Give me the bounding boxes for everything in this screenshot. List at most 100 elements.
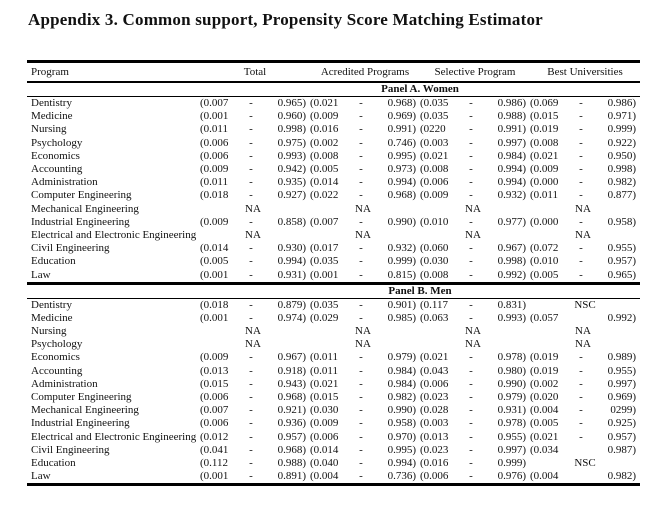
empty-cell: [587, 229, 640, 242]
interval-lower: (0.009: [310, 110, 339, 123]
interval-upper: 0.979): [387, 351, 417, 364]
interval-upper: 0.986): [607, 97, 637, 110]
interval-lower: (0.006: [200, 149, 229, 162]
interval-upper: 0.969): [607, 391, 637, 404]
interval-dash: -: [469, 149, 473, 162]
interval-lower: (0.060: [420, 242, 449, 255]
interval-upper: 0.975): [277, 136, 306, 149]
interval-lower: (0.028: [420, 404, 449, 417]
interval-upper: 0.997): [497, 443, 527, 456]
empty-cell: [420, 325, 465, 338]
interval-dash: -: [249, 430, 253, 443]
interval-upper: 0.965): [587, 268, 641, 285]
interval-dash: -: [469, 123, 473, 136]
interval-lower: (0.015: [200, 377, 229, 390]
empty-cell: [477, 325, 530, 338]
empty-cell: [310, 325, 355, 338]
interval-dash: -: [579, 123, 583, 136]
interval-dash: -: [469, 404, 473, 417]
na-value: NA: [245, 325, 261, 338]
interval-upper: 0.988): [277, 456, 306, 469]
interval-lower: (0.001: [200, 470, 245, 487]
interval-upper: 0299): [610, 404, 637, 417]
interval-upper: 0.950): [607, 149, 637, 162]
interval-upper: 0.984): [497, 149, 527, 162]
header-program: Program: [27, 60, 200, 83]
interval-dash: -: [249, 242, 253, 255]
program-name: Civil Engineering: [31, 242, 110, 255]
table-row: Mechanical Engineering (0.007 - 0.921) (0.03…: [27, 404, 640, 417]
interval-dash: -: [359, 136, 363, 149]
na-value: NA: [575, 202, 591, 215]
panel-spacer: [27, 82, 200, 97]
interval-upper: 0.998): [497, 255, 527, 268]
program-name: Medicine: [31, 110, 73, 123]
table-row: Economics (0.009 - 0.967) (0.011 - 0.979) (0.02…: [27, 351, 640, 364]
interval-upper: 0.970): [387, 430, 417, 443]
interval-lower: (0.041: [200, 443, 229, 456]
interval-dash: -: [359, 443, 363, 456]
interval-lower: (0.007: [200, 97, 229, 110]
interval-dash: -: [359, 215, 363, 228]
interval-dash: -: [359, 351, 363, 364]
interval-upper: 0.992): [607, 311, 637, 324]
empty-cell: [367, 203, 420, 216]
interval-lower: (0.005: [200, 255, 229, 268]
empty-cell: [310, 229, 355, 242]
na-value: NA: [465, 325, 481, 338]
interval-lower: (0.022: [310, 189, 339, 202]
interval-dash: -: [469, 97, 473, 110]
interval-upper: 0.918): [277, 364, 306, 377]
interval-lower: (0.014: [310, 443, 339, 456]
table-row: Electrical and Electronic Engineering NA N…: [27, 229, 640, 242]
interval-lower: (0.023: [420, 443, 449, 456]
interval-dash: -: [359, 404, 363, 417]
interval-upper: 0.936): [277, 417, 306, 430]
table-row: Economics (0.006-0.993) (0.008-0.995) (0.02…: [27, 150, 640, 163]
table-row: Computer Engineering (0.006 - 0.968) (0.015 -…: [27, 391, 640, 404]
interval-upper: 0.957): [277, 430, 306, 443]
interval-lower: (0.035: [420, 97, 449, 110]
interval-lower: (0.001: [310, 268, 355, 285]
na-value: NA: [355, 228, 371, 241]
interval-lower: (0.009: [200, 215, 229, 228]
interval-lower: (0.006: [420, 176, 449, 189]
interval-dash: -: [249, 110, 253, 123]
interval-lower: (0.117: [420, 298, 449, 311]
table-row: Law (0.001-0.931) (0.001-0.815) (0.008-0.99…: [27, 268, 641, 285]
interval-upper: 0.968): [387, 97, 417, 110]
header-row: Program Total Acredited Programs Selecti…: [27, 60, 641, 83]
interval-dash: -: [359, 123, 363, 136]
interval-lower: (0.009: [200, 351, 229, 364]
empty-cell: [587, 338, 640, 351]
interval-dash: -: [469, 364, 473, 377]
program-name: Education: [31, 456, 76, 469]
interval-dash: -: [469, 163, 473, 176]
interval-upper: 0.990): [387, 215, 417, 228]
na-value: NA: [245, 202, 261, 215]
interval-lower: (0.016: [420, 456, 449, 469]
interval-lower: (0.005: [310, 163, 339, 176]
interval-upper: 0.955): [607, 364, 637, 377]
empty-cell: [257, 203, 310, 216]
empty-cell: [420, 338, 465, 351]
interval-dash: -: [465, 470, 478, 487]
table-row: Civil Engineering (0.041 - 0.968) (0.014 - 0.9…: [27, 444, 640, 457]
interval-dash: -: [249, 255, 253, 268]
interval-upper: 0.995): [387, 443, 417, 456]
interval-lower: (0.003: [420, 417, 449, 430]
interval-upper: 0.999): [497, 456, 527, 469]
empty-cell: [200, 325, 245, 338]
interval-dash: -: [469, 456, 473, 469]
empty-cell: [477, 338, 530, 351]
interval-dash: -: [469, 189, 473, 202]
empty-cell: [477, 229, 530, 242]
interval-lower: (0.011: [310, 364, 339, 377]
interval-lower: (0.043: [420, 364, 449, 377]
empty-cell: [367, 229, 420, 242]
interval-lower: (0.029: [310, 311, 339, 324]
interval-lower: (0.008: [420, 163, 449, 176]
interval-lower: (0.016: [310, 123, 339, 136]
interval-upper: 0.969): [387, 110, 417, 123]
empty-cell: [310, 203, 355, 216]
